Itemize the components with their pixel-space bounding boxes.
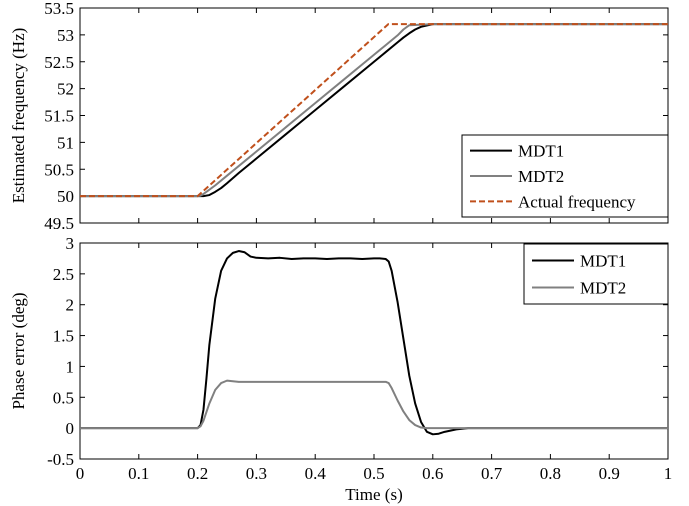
y-tick-label: 3 [66,234,75,253]
x-tick-label: 1 [664,464,673,483]
phase-error-panel: 0 0.1 0.2 0.3 0.4 0.5 0.6 0.7 0.8 0.9 1-0.500.511.… [9,234,672,504]
y-tick-label: 52 [57,80,74,99]
series-line-mdt2 [80,23,668,198]
series-group [80,250,668,436]
y-tick-label: 52.5 [44,53,74,72]
legend-label: MDT2 [518,167,564,186]
series-line-actual-frequency [80,23,668,198]
legend-label: MDT1 [580,252,626,271]
y-tick-label: 49.5 [44,214,74,233]
x-tick-label: 0.5 [363,464,384,483]
x-tick-label: 0.8 [540,464,561,483]
y-tick-label: 2.5 [53,265,74,284]
y-tick-label: 53.5 [44,0,74,18]
y-tick-label: 0 [66,419,75,438]
x-tick-label: 0.2 [187,464,208,483]
x-tick-label: 0 [76,464,85,483]
y-tick-label: 50.5 [44,160,74,179]
series-line-mdt2 [80,379,668,430]
x-tick-label: 0.7 [481,464,503,483]
x-tick-label: 0.1 [128,464,149,483]
y-tick-label: 50 [57,187,74,206]
y-axis-title: Phase error (deg) [9,292,28,409]
x-tick-label: 0.4 [305,464,327,483]
y-tick-label: 51 [57,133,74,152]
legend: MDT1 MDT2 [523,243,669,305]
y-axis-title: Estimated frequency (Hz) [9,28,28,204]
x-tick-label: 0.6 [422,464,443,483]
x-tick-label: 0.9 [599,464,620,483]
legend-box [461,134,669,218]
series-group [80,23,668,198]
y-tick-label: 1.5 [53,327,74,346]
y-tick-label: 53 [57,26,74,45]
x-tick-label: 0.3 [246,464,267,483]
frequency-panel: 49.5 50 50.5 51 51.5 52 52.5 53 53.5 Estimated fr… [9,0,669,233]
y-tick-label: 1 [66,357,75,376]
y-tick-label: -0.5 [47,450,74,469]
y-tick-label: 2 [66,296,75,315]
legend-box [523,243,669,305]
series-line-mdt1 [80,250,668,436]
y-tick-label: 51.5 [44,107,74,126]
legend-label: MDT2 [580,279,626,298]
x-axis-title: Time (s) [345,485,402,504]
y-tick-label: 0.5 [53,388,74,407]
legend: MDT1 MDT2 Actual frequency [461,134,669,218]
legend-label: MDT1 [518,142,564,161]
legend-label: Actual frequency [518,192,636,211]
